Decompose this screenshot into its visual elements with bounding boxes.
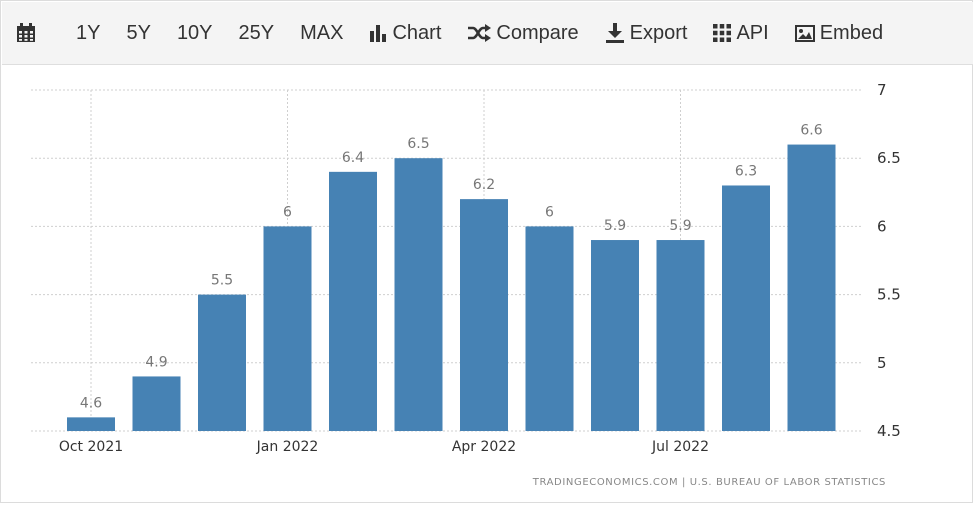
bar-feb-2022 [329, 171, 377, 431]
range-1y-button[interactable]: 1Y [63, 2, 113, 64]
range-25y-button[interactable]: 25Y [226, 2, 288, 64]
calendar-button[interactable] [2, 2, 63, 64]
range-5y-button[interactable]: 5Y [113, 2, 163, 64]
range-max-button[interactable]: MAX [287, 2, 356, 64]
bar-dec-2021 [198, 294, 246, 431]
bar-chart-icon [370, 25, 387, 42]
y-tick-label: 7 [877, 81, 887, 99]
image-icon [794, 24, 815, 42]
value-label: 6.4 [342, 150, 364, 166]
chart-type-button[interactable]: Chart [356, 2, 454, 64]
export-label: Export [629, 22, 688, 44]
bar-may-2022 [525, 226, 574, 431]
value-label: 5.5 [211, 273, 233, 289]
value-label: 6 [545, 204, 554, 220]
y-tick-label: 6.5 [877, 149, 901, 167]
value-label: 5.9 [604, 218, 626, 234]
x-tick-label: Apr 2022 [452, 439, 516, 455]
value-label: 6.5 [407, 136, 429, 152]
range-1y-label: 1Y [76, 22, 101, 44]
value-label: 4.9 [145, 354, 167, 370]
bar-jul-2022 [656, 240, 705, 431]
value-label: 4.6 [80, 395, 102, 411]
value-label: 6.3 [735, 163, 757, 179]
export-button[interactable]: Export [592, 2, 701, 64]
grid-icon [713, 24, 732, 42]
range-max-label: MAX [300, 22, 344, 44]
bar-sep-2022 [787, 144, 836, 431]
compare-label: Compare [496, 22, 579, 44]
bar-jan-2022 [263, 226, 312, 431]
source-credit: TRADINGECONOMICS.COM | U.S. BUREAU OF LA… [532, 477, 886, 488]
value-label: 6 [283, 204, 292, 220]
bar-nov-2021 [132, 376, 181, 431]
compare-button[interactable]: Compare [454, 2, 591, 64]
bar-chart: 4.5 5 5.5 6 6.5 7 4.6 4.9 5.5 6 6.4 6.5 6.2 6 5.9 5.9 6.… [31, 81, 901, 455]
chart-widget: 1Y 5Y 10Y 25Y MAX Chart Compare Export [0, 0, 973, 503]
calendar-icon [17, 23, 35, 42]
range-10y-button[interactable]: 10Y [164, 2, 226, 64]
range-10y-label: 10Y [176, 22, 213, 44]
api-label: API [736, 22, 769, 44]
bar-mar-2022 [394, 158, 443, 431]
x-tick-label: Jul 2022 [651, 439, 709, 455]
bar-oct-2021 [67, 417, 115, 431]
shuffle-icon [468, 24, 492, 42]
bar-aug-2022 [722, 185, 770, 431]
download-icon [605, 23, 624, 43]
y-tick-label: 5 [877, 354, 887, 372]
y-tick-label: 5.5 [877, 286, 901, 304]
chart-type-label: Chart [392, 22, 442, 44]
range-25y-label: 25Y [238, 22, 275, 44]
y-tick-label: 4.5 [877, 422, 901, 440]
api-button[interactable]: API [700, 2, 781, 64]
range-5y-label: 5Y [126, 22, 151, 44]
embed-button[interactable]: Embed [782, 2, 896, 64]
x-tick-label: Oct 2021 [59, 439, 123, 455]
chart-toolbar: 1Y 5Y 10Y 25Y MAX Chart Compare Export [2, 2, 973, 65]
value-label: 6.6 [800, 123, 822, 139]
embed-label: Embed [819, 22, 884, 44]
value-label: 6.2 [473, 177, 495, 193]
chart-area: 4.5 5 5.5 6 6.5 7 4.6 4.9 5.5 6 6.4 6.5 6.2 6 5.9 5.9 6.… [1, 65, 975, 505]
value-label: 5.9 [669, 218, 691, 234]
bar-jun-2022 [591, 240, 639, 431]
bar-apr-2022 [460, 199, 508, 431]
x-tick-label: Jan 2022 [256, 439, 319, 455]
y-tick-label: 6 [877, 217, 887, 235]
